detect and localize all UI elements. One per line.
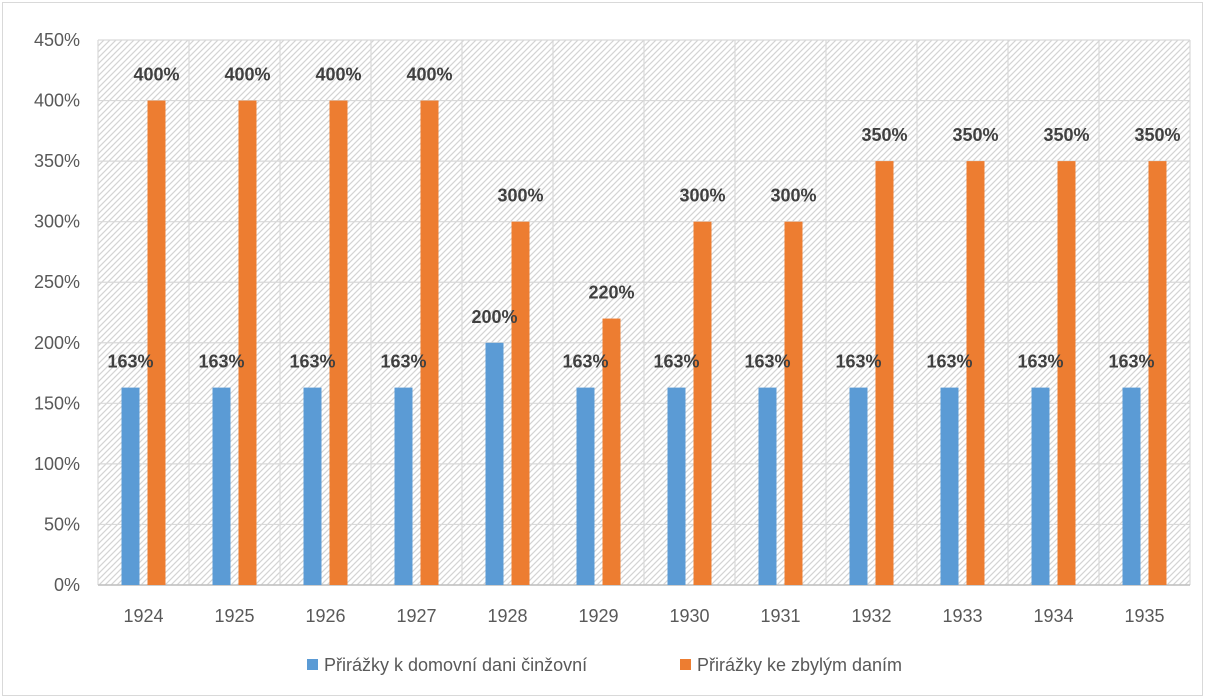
data-label: 400% — [406, 65, 452, 85]
x-tick-label: 1932 — [851, 606, 891, 626]
data-label: 163% — [380, 352, 426, 372]
data-label: 350% — [861, 125, 907, 145]
bar-zbyle-1927 — [420, 100, 439, 586]
x-tick-label: 1935 — [1124, 606, 1164, 626]
bar-zbyle-1935 — [1148, 161, 1167, 585]
y-axis: 0% 50% 100% 150% 200% 250% 300% 350% 400% 450% — [34, 30, 80, 595]
data-label: 163% — [107, 352, 153, 372]
x-tick-label: 1930 — [669, 606, 709, 626]
x-tick-label: 1934 — [1033, 606, 1073, 626]
legend: Přirážky k domovní dani činžovní Přirážky… — [307, 655, 902, 675]
legend-label: Přirážky k domovní dani činžovní — [324, 655, 587, 675]
x-tick-label: 1924 — [123, 606, 163, 626]
y-tick-label: 0% — [54, 575, 80, 595]
legend-label: Přirážky ke zbylým daním — [697, 655, 902, 675]
bar-domovni-1929 — [576, 387, 595, 585]
y-tick-label: 300% — [34, 212, 80, 232]
bar-domovni-1925 — [212, 387, 231, 585]
bar-zbyle-1934 — [1057, 161, 1076, 585]
y-tick-label: 100% — [34, 454, 80, 474]
data-label: 163% — [835, 352, 881, 372]
x-tick-label: 1933 — [942, 606, 982, 626]
bar-zbyle-1928 — [511, 221, 530, 585]
y-tick-label: 200% — [34, 333, 80, 353]
y-tick-label: 150% — [34, 393, 80, 413]
bar-domovni-1926 — [303, 387, 322, 585]
y-tick-label: 400% — [34, 91, 80, 111]
data-label: 163% — [744, 352, 790, 372]
data-label: 400% — [133, 65, 179, 85]
legend-swatch — [307, 659, 318, 670]
data-label: 350% — [1134, 125, 1180, 145]
data-labels: 163% 400% 163% 400% 163% 400% 163% 400% 200% 300%… — [107, 65, 1180, 372]
bar-domovni-1932 — [849, 387, 868, 585]
data-label: 163% — [1108, 352, 1154, 372]
x-tick-label: 1931 — [760, 606, 800, 626]
legend-swatch — [680, 659, 691, 670]
data-label: 163% — [198, 352, 244, 372]
bar-zbyle-1933 — [966, 161, 985, 585]
y-tick-label: 450% — [34, 30, 80, 50]
data-label: 350% — [952, 125, 998, 145]
bar-domovni-1927 — [394, 387, 413, 585]
bar-zbyle-1926 — [329, 100, 348, 586]
data-label: 350% — [1043, 125, 1089, 145]
bar-zbyle-1931 — [784, 221, 803, 585]
data-label: 163% — [926, 352, 972, 372]
bar-zbyle-1930 — [693, 221, 712, 585]
data-label: 163% — [1017, 352, 1063, 372]
x-tick-label: 1929 — [578, 606, 618, 626]
data-label: 400% — [224, 65, 270, 85]
bar-domovni-1935 — [1122, 387, 1141, 585]
y-tick-label: 50% — [44, 514, 80, 534]
data-label: 163% — [653, 352, 699, 372]
data-label: 300% — [497, 186, 543, 206]
data-label: 163% — [562, 352, 608, 372]
bar-zbyle-1924 — [147, 100, 166, 586]
data-label: 300% — [679, 186, 725, 206]
x-tick-label: 1928 — [487, 606, 527, 626]
data-label: 200% — [471, 307, 517, 327]
y-tick-label: 250% — [34, 272, 80, 292]
bar-domovni-1931 — [758, 387, 777, 585]
data-label: 300% — [770, 186, 816, 206]
bar-zbyle-1925 — [238, 100, 257, 586]
data-label: 400% — [315, 65, 361, 85]
x-tick-label: 1926 — [305, 606, 345, 626]
bar-domovni-1928 — [485, 342, 504, 585]
bars — [121, 100, 1167, 586]
x-axis: 1924 1925 1926 1927 1928 1929 1930 1931 1932 1933… — [123, 606, 1164, 626]
bar-domovni-1930 — [667, 387, 686, 585]
bar-domovni-1933 — [940, 387, 959, 585]
gridlines — [97, 39, 1191, 586]
y-tick-label: 350% — [34, 151, 80, 171]
x-tick-label: 1927 — [396, 606, 436, 626]
bar-zbyle-1929 — [602, 318, 621, 585]
data-label: 220% — [588, 283, 634, 303]
x-tick-label: 1925 — [214, 606, 254, 626]
bar-zbyle-1932 — [875, 161, 894, 585]
bar-domovni-1924 — [121, 387, 140, 585]
bar-domovni-1934 — [1031, 387, 1050, 585]
data-label: 163% — [289, 352, 335, 372]
